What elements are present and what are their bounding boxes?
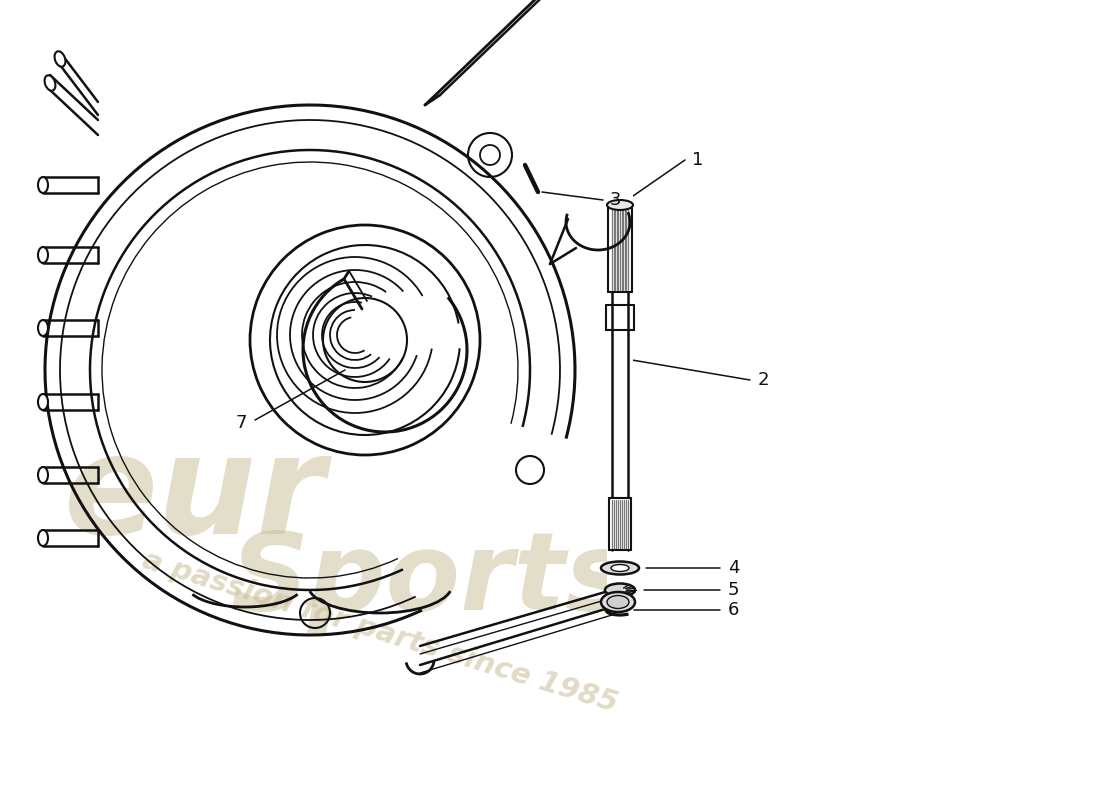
Text: 5: 5 [728,581,739,599]
Ellipse shape [45,75,55,90]
Text: eur: eur [64,427,326,562]
Text: 3: 3 [610,191,621,209]
Text: 4: 4 [728,559,739,577]
Ellipse shape [39,247,48,263]
Ellipse shape [610,565,629,571]
Ellipse shape [39,530,48,546]
Ellipse shape [39,467,48,483]
Ellipse shape [607,595,629,609]
Text: 7: 7 [235,414,248,432]
Ellipse shape [601,562,639,574]
Ellipse shape [605,583,635,597]
Polygon shape [607,195,632,615]
Polygon shape [608,208,632,292]
Ellipse shape [39,177,48,193]
Ellipse shape [605,583,635,597]
Text: 2: 2 [758,371,770,389]
Text: 6: 6 [728,601,739,619]
Ellipse shape [601,592,635,612]
Text: Sports: Sports [230,527,630,633]
Ellipse shape [607,200,632,210]
Ellipse shape [601,562,639,574]
Ellipse shape [55,51,65,66]
Ellipse shape [39,320,48,336]
Text: 1: 1 [692,151,703,169]
Ellipse shape [39,394,48,410]
Text: a passion for parts since 1985: a passion for parts since 1985 [139,546,621,718]
Polygon shape [609,498,631,550]
